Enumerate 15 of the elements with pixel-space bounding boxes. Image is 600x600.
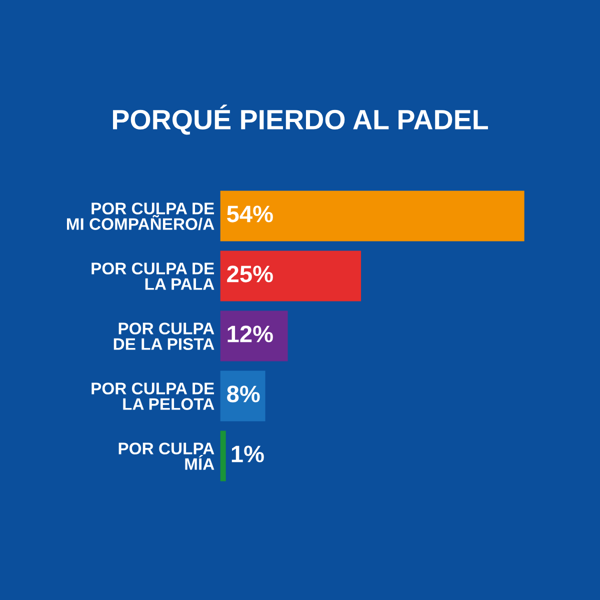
- bar: [220, 250, 362, 302]
- chart-title: PORQUÉ PIERDO AL PADEL: [113, 104, 488, 135]
- data-label: 8%: [227, 386, 260, 402]
- y-tick-label: POR CULPA MÍA: [118, 442, 214, 470]
- bar: [220, 190, 524, 242]
- y-tick-label: POR CULPA DE MI COMPAÑERO/A: [66, 202, 214, 230]
- y-tick-label: POR CULPA DE LA PELOTA: [92, 382, 214, 410]
- y-tick-label: POR CULPA DE LA PISTA: [114, 322, 214, 350]
- data-label: 25%: [227, 266, 273, 282]
- data-label: 1%: [232, 446, 264, 462]
- y-tick-label: POR CULPA DE LA PALA: [92, 262, 214, 290]
- bar: [220, 430, 226, 482]
- data-label: 12%: [228, 326, 273, 342]
- data-label: 54%: [227, 206, 273, 222]
- bar: [220, 310, 288, 362]
